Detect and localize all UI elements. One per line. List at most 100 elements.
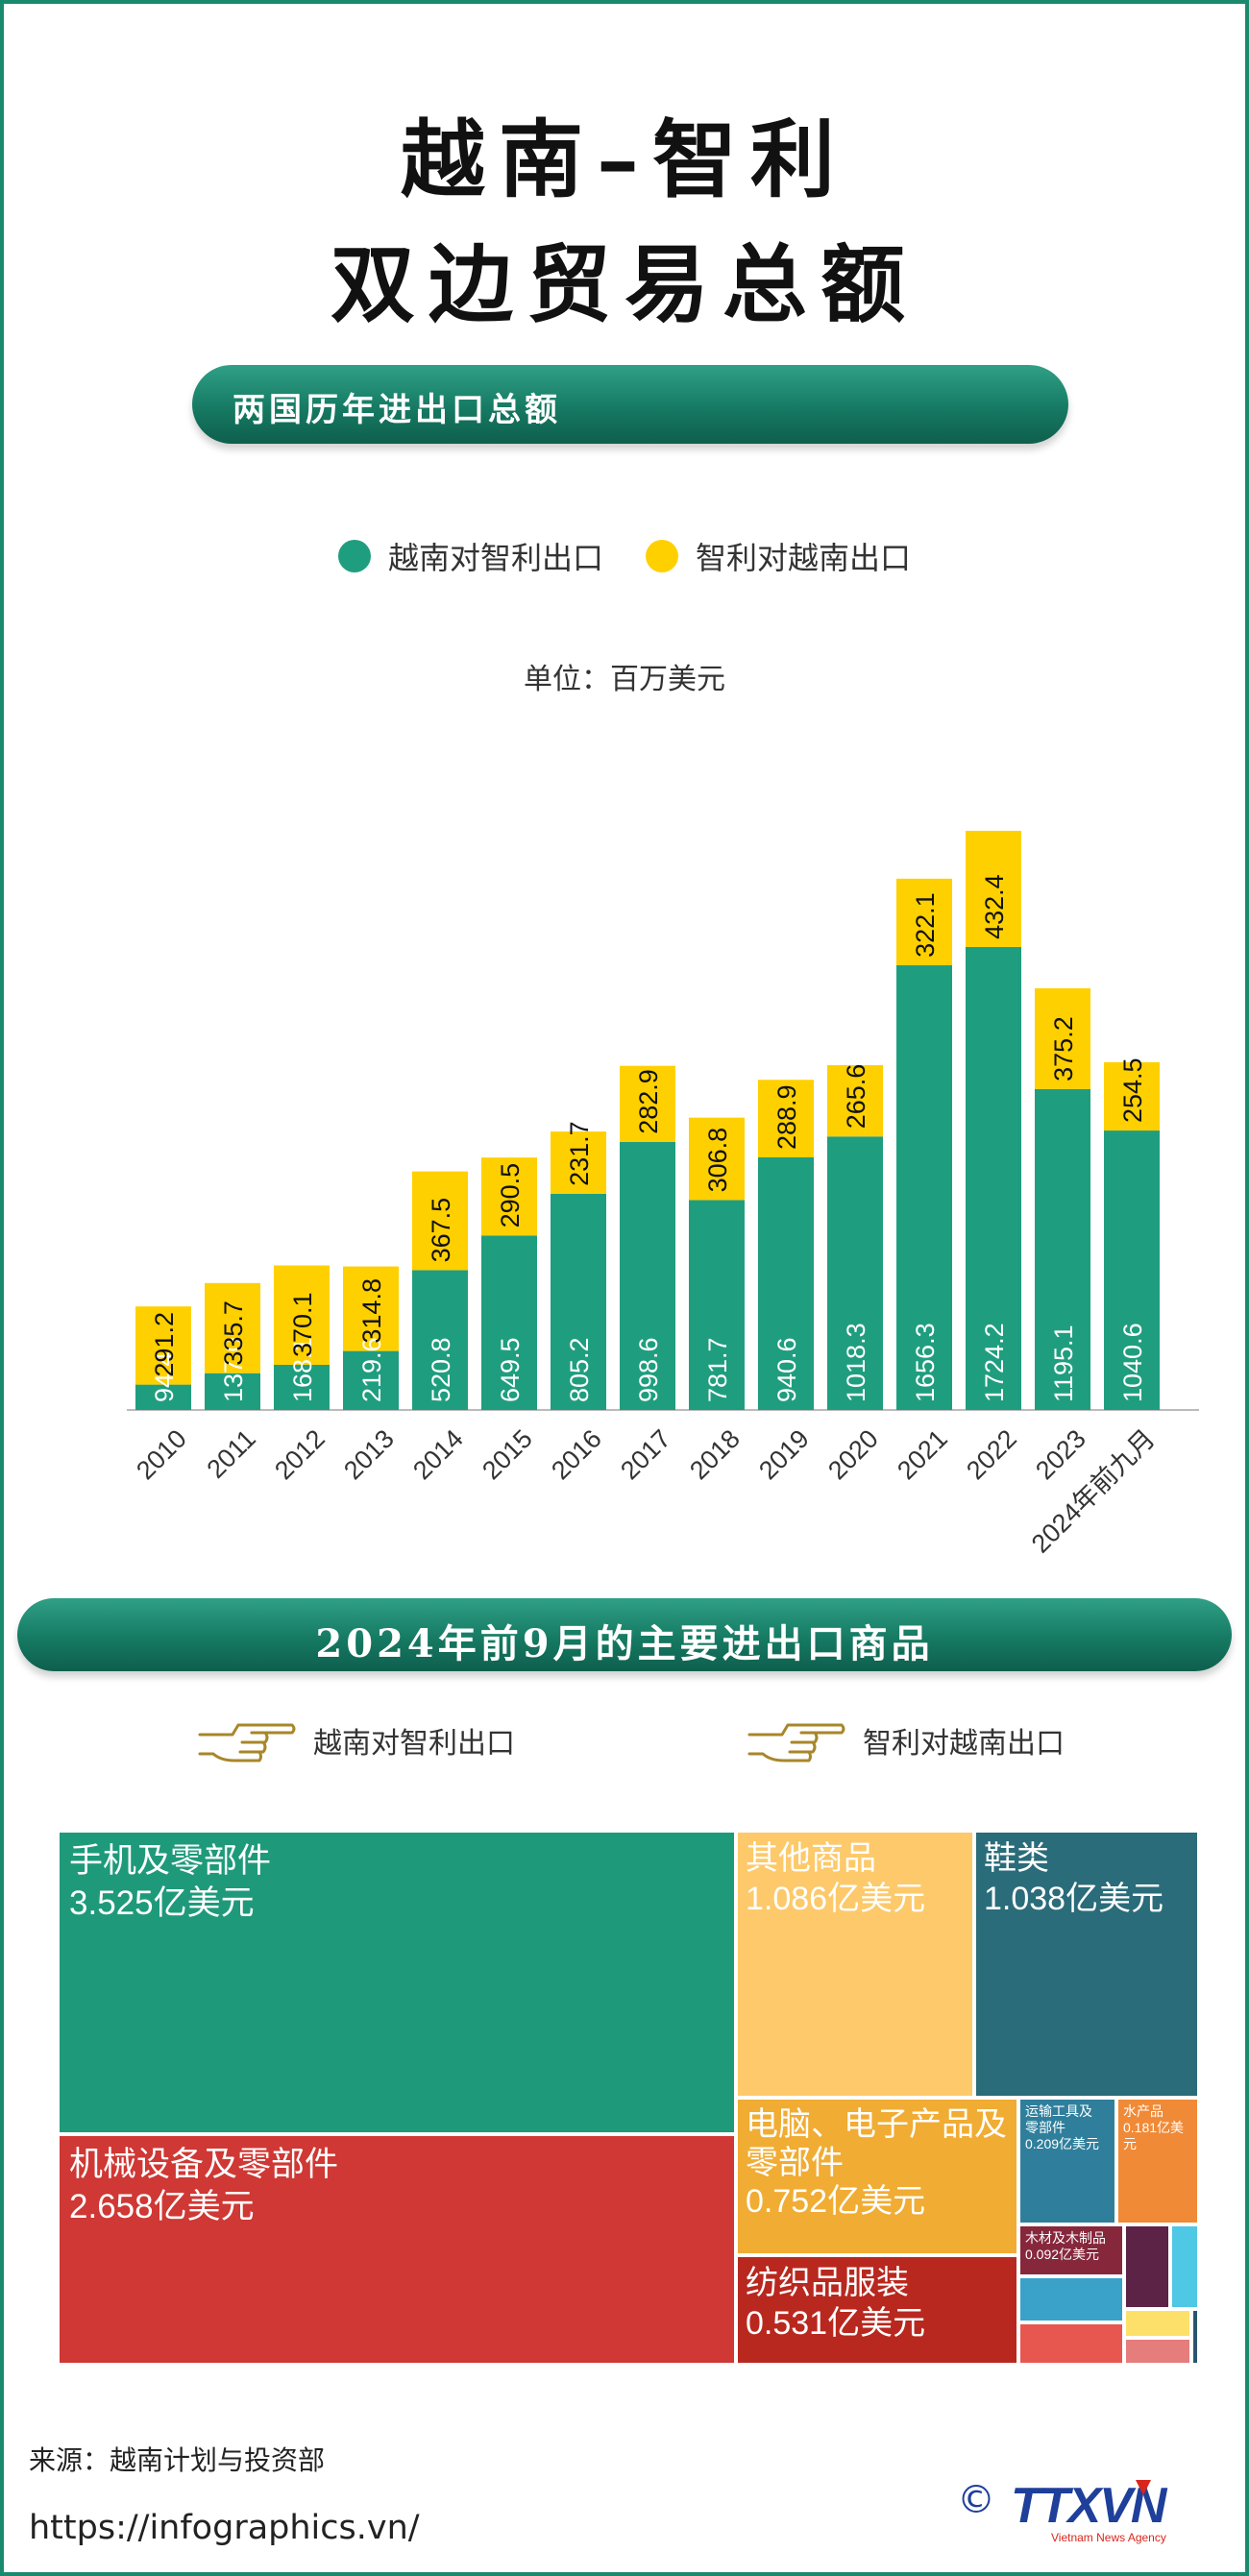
- bar-vn-export: [481, 1235, 537, 1410]
- treemap-cell-other-goods: 其他商品 1.086亿美元: [736, 1831, 974, 2098]
- ttxvn-logo: © TTXVN Vietnam News Agency: [957, 2478, 1170, 2544]
- data-label-vn-export: 219.6: [357, 1337, 386, 1402]
- treemap-cell-textiles: 纺织品服装 0.531亿美元: [736, 2255, 1018, 2365]
- treemap-cell-value: 2.658亿美元: [69, 2188, 255, 2225]
- bar-cl-export: [274, 1265, 330, 1365]
- bar-vn-export: [620, 1141, 675, 1410]
- treemap-cell-name: 水产品: [1123, 2103, 1163, 2119]
- data-label-vn-export: 940.6: [772, 1337, 801, 1402]
- data-label-cl-export: 282.9: [634, 1069, 663, 1134]
- data-label-cl-export: 314.8: [357, 1278, 386, 1344]
- treemap-cell-phones: 手机及零部件 3.525亿美元: [58, 1831, 736, 2134]
- data-label-vn-export: 805.2: [565, 1337, 594, 1402]
- bar-cl-export: [827, 1065, 883, 1137]
- x-tick-label: 2021: [892, 1424, 953, 1486]
- data-label-cl-export: 254.5: [1118, 1057, 1147, 1123]
- x-tick-label: 2023: [1030, 1424, 1091, 1486]
- treemap-cell-value: 0.752亿美元: [746, 2183, 926, 2220]
- bar-vn-export: [896, 964, 952, 1410]
- bar-cl-export: [758, 1080, 814, 1158]
- bar-vn-export: [689, 1200, 745, 1410]
- pointer-cl-export: 智利对越南出口: [746, 1713, 1065, 1767]
- bar-vn-export: [1035, 1088, 1090, 1410]
- treemap-cell-name: 电脑、电子产品及零部件: [746, 2106, 1007, 2181]
- treemap-cell-value: 0.092亿美元: [1025, 2247, 1100, 2262]
- bar-cl-export: [1035, 987, 1090, 1089]
- bar-vn-export: [205, 1373, 260, 1410]
- data-label-cl-export: 291.2: [150, 1312, 179, 1377]
- x-tick-label: 2012: [269, 1424, 331, 1486]
- data-label-cl-export: 290.5: [496, 1163, 525, 1228]
- data-label-cl-export: 231.7: [565, 1121, 594, 1186]
- treemap-cell-name: 手机及零部件: [69, 1842, 272, 1880]
- x-tick-label: 2022: [961, 1424, 1022, 1486]
- treemap-cell-minor: [1018, 2276, 1124, 2322]
- main-title-line-1: 越南–智利: [400, 109, 848, 209]
- treemap-cell-minor: [1124, 2309, 1191, 2338]
- data-label-cl-export: 265.6: [842, 1064, 870, 1130]
- pointer-vn-export: 越南对智利出口: [196, 1713, 515, 1767]
- pointer-label-vn-export: 越南对智利出口: [313, 1727, 515, 1761]
- bar-vn-export: [827, 1136, 883, 1410]
- x-tick-label: 2018: [684, 1424, 746, 1486]
- data-label-vn-export: 1656.3: [911, 1323, 940, 1402]
- data-label-vn-export: 998.6: [634, 1337, 663, 1402]
- legend-label-vn-export: 越南对智利出口: [387, 540, 603, 576]
- pointer-label-cl-export: 智利对越南出口: [863, 1727, 1065, 1761]
- x-tick-label: 2014: [407, 1424, 469, 1486]
- data-label-vn-export: 781.7: [703, 1337, 732, 1402]
- data-label-vn-export: 1724.2: [980, 1323, 1009, 1402]
- legend-swatch-green: [337, 540, 371, 572]
- bar-cl-export: [343, 1266, 399, 1351]
- treemap-cell-value: 1.086亿美元: [746, 1881, 926, 1917]
- treemap-cell-name: 其他商品: [746, 1840, 876, 1877]
- treemap-cell-name: 机械设备及零部件: [69, 2146, 339, 2183]
- chart-legend: 越南对智利出口 智利对越南出口: [4, 534, 1245, 578]
- data-label-cl-export: 367.5: [427, 1198, 455, 1263]
- x-tick-label: 2016: [546, 1424, 607, 1486]
- section-header-annual-trade-label: 两国历年进出口总额: [233, 391, 561, 429]
- legend-label-cl-export: 智利对越南出口: [696, 540, 912, 576]
- bar-vn-export: [135, 1384, 191, 1410]
- bar-cl-export: [135, 1306, 191, 1385]
- treemap-cell-minor: [1124, 2224, 1170, 2309]
- bar-vn-export: [412, 1270, 468, 1410]
- legend-swatch-yellow: [646, 540, 678, 572]
- treemap-cell-minor: [1018, 2322, 1124, 2365]
- data-label-cl-export: 322.1: [911, 892, 940, 958]
- data-label-cl-export: 288.9: [772, 1084, 801, 1150]
- bar-vn-export: [343, 1350, 399, 1410]
- data-label-vn-export: 94.4: [150, 1351, 179, 1402]
- data-label-vn-export: 1040.6: [1118, 1323, 1147, 1402]
- bar-cl-export: [966, 831, 1021, 947]
- logo-subtitle: Vietnam News Agency: [1051, 2531, 1166, 2544]
- bar-cl-export: [1104, 1061, 1160, 1131]
- treemap-cell-footwear: 鞋类 1.038亿美元: [974, 1831, 1199, 2098]
- x-tick-label: 2011: [202, 1424, 261, 1484]
- bar-cl-export: [620, 1065, 675, 1142]
- treemap-cell-value: 0.531亿美元: [746, 2305, 926, 2342]
- treemap-cell-name: 纺织品服装: [746, 2265, 909, 2301]
- data-label-vn-export: 649.5: [496, 1337, 525, 1402]
- treemap-cell-name: 运输工具及零部件: [1025, 2103, 1092, 2135]
- data-label-vn-export: 1195.1: [1049, 1324, 1078, 1402]
- x-tick-label: 2017: [615, 1424, 676, 1486]
- x-tick-label: 2010: [131, 1424, 192, 1486]
- chart-unit-label: 单位：百万美元: [524, 663, 725, 696]
- treemap-cell-computers: 电脑、电子产品及零部件 0.752亿美元: [736, 2098, 1018, 2255]
- bar-vn-export: [1104, 1130, 1160, 1410]
- bar-cl-export: [551, 1131, 606, 1194]
- x-tick-label: 2015: [477, 1424, 538, 1486]
- source-note: 来源：越南计划与投资部: [29, 2444, 326, 2476]
- x-tick-label: 2020: [822, 1424, 884, 1486]
- treemap-cell-value: 0.209亿美元: [1025, 2136, 1100, 2151]
- data-label-cl-export: 306.8: [703, 1128, 732, 1193]
- treemap-cell-machinery: 机械设备及零部件 2.658亿美元: [58, 2134, 736, 2365]
- x-tick-label: 2013: [338, 1424, 400, 1486]
- copyright-icon: ©: [957, 2478, 995, 2522]
- legend-item-cl-export: 智利对越南出口: [646, 534, 911, 578]
- bar-cl-export: [896, 878, 952, 965]
- website-link[interactable]: https://infographics.vn/: [29, 2509, 420, 2547]
